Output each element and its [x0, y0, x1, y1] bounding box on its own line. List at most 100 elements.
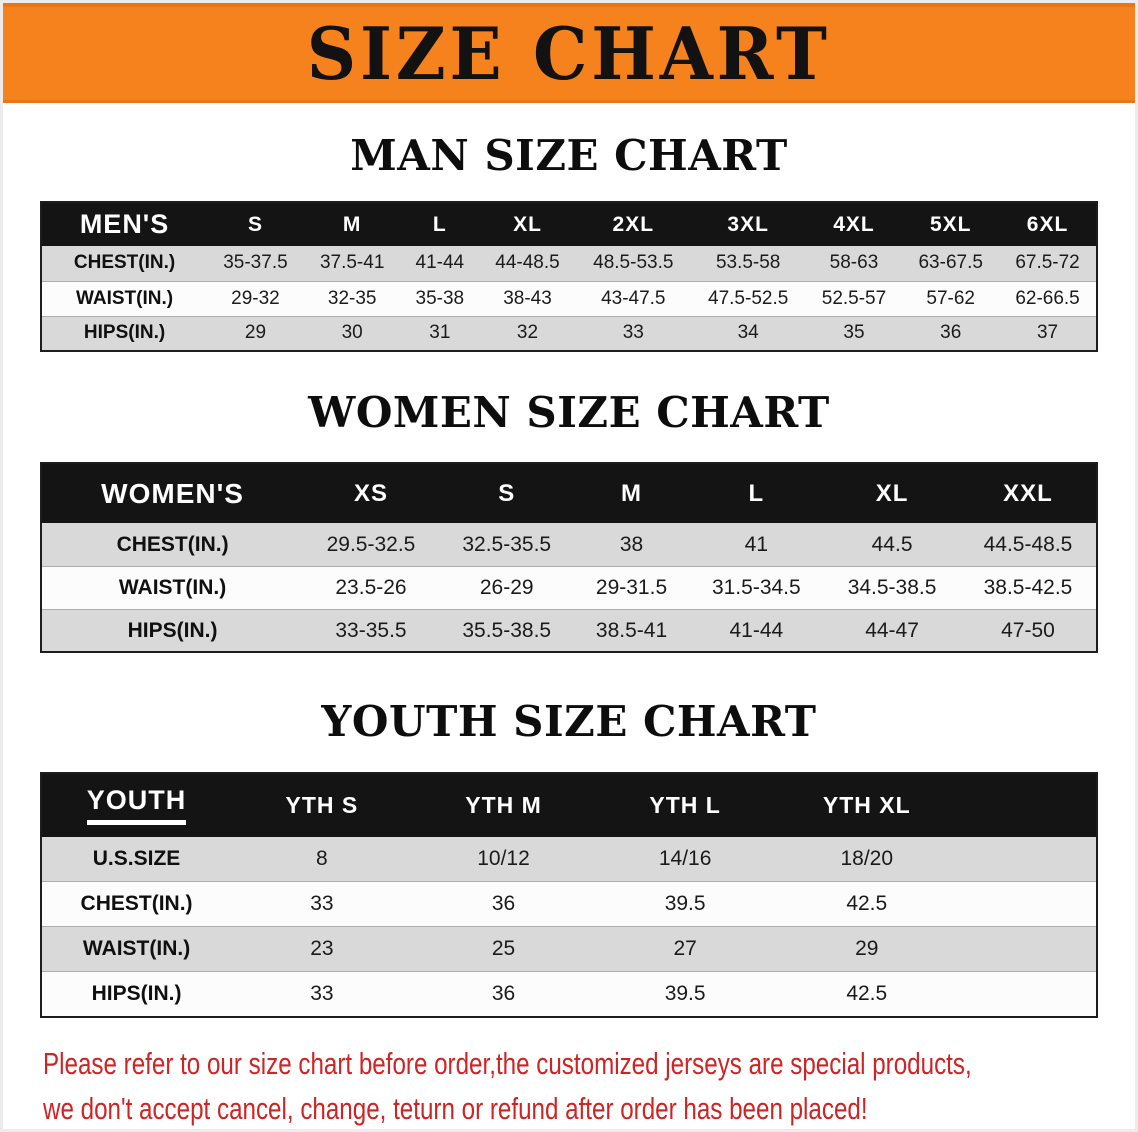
value-cell: 41-44	[415, 252, 465, 274]
youth-size-table: YOUTH YTH S YTH M YTH L YTH XL U.S.SIZE 8 10/12…	[40, 771, 1098, 1018]
value-cell: 37.5-41	[319, 252, 385, 274]
table-header-row: MEN'S S M L XL 2XL 3XL 4XL 5XL 6XL	[41, 202, 1097, 247]
row-label: WAIST(IN.)	[75, 287, 174, 309]
value-cell: 33	[622, 322, 644, 344]
disclaimer-line-1: Please refer to our size chart before or…	[43, 1045, 972, 1081]
size-column-header: M	[621, 479, 643, 507]
value-cell: 18/20	[840, 846, 894, 870]
table-row: WAIST(IN.) 23 25 27 29	[41, 926, 1097, 972]
value-cell: 38-43	[503, 287, 552, 309]
value-cell: 36	[940, 322, 962, 344]
men-size-table: MEN'S S M L XL 2XL 3XL 4XL 5XL 6XL CHEST(IN.) 35-37…	[40, 201, 1098, 353]
table-row: WAIST(IN.) 29-32 32-35 35-38 38-43 43-47.5 47.…	[41, 281, 1097, 317]
size-column-header: 3XL	[727, 212, 769, 236]
table-title: MEN'S	[41, 202, 207, 246]
row-label: CHEST(IN.)	[80, 892, 193, 916]
value-cell: 44-48.5	[495, 252, 560, 274]
value-cell: 34	[737, 322, 759, 344]
table-row: HIPS(IN.) 33 36 39.5 42.5	[41, 971, 1097, 1017]
size-column-header: 2XL	[612, 212, 655, 236]
row-label: WAIST(IN.)	[118, 575, 227, 599]
youth-table-holder: YOUTH YTH S YTH M YTH L YTH XL U.S.SIZE 8 10/12…	[40, 771, 1098, 1018]
youth-section-heading: YOUTH SIZE CHART	[321, 697, 817, 747]
disclaimer-line-2: we don't accept cancel, change, teturn o…	[43, 1090, 868, 1126]
value-cell: 34.5-38.5	[847, 575, 937, 599]
table-row: CHEST(IN.) 35-37.5 37.5-41 41-44 44-48.5 48.5…	[41, 246, 1097, 282]
value-cell: 42.5	[846, 981, 888, 1005]
value-cell: 27	[673, 937, 697, 961]
value-cell: 47-50	[1001, 618, 1055, 642]
value-cell: 44.5-48.5	[983, 532, 1073, 556]
size-column-header: YTH S	[285, 791, 359, 818]
value-cell: 39.5	[664, 892, 706, 916]
size-column-header: L	[432, 212, 447, 236]
row-label: CHEST(IN.)	[116, 532, 229, 556]
value-cell: 37	[1036, 322, 1059, 344]
value-cell: 57-62	[926, 287, 976, 309]
value-cell: 47.5-52.5	[708, 287, 789, 309]
men-section-heading: MAN SIZE CHART	[350, 131, 788, 180]
value-cell: 33-35.5	[335, 618, 407, 642]
value-cell: 29-31.5	[595, 575, 668, 599]
value-cell: 67.5-72	[1015, 252, 1080, 274]
size-column-header: L	[748, 479, 765, 507]
value-cell: 25	[491, 937, 516, 961]
value-cell: 36	[491, 892, 516, 916]
value-cell: 38.5-42.5	[983, 575, 1073, 599]
spacer-cell	[958, 972, 1097, 1017]
size-column-header: YTH M	[465, 791, 542, 818]
table-header-row: YOUTH YTH S YTH M YTH L YTH XL	[41, 772, 1097, 837]
spacer-cell	[958, 927, 1097, 972]
size-column-header: XS	[353, 479, 388, 507]
value-cell: 32	[516, 322, 539, 344]
size-column-header: 4XL	[833, 212, 875, 236]
value-cell: 52.5-57	[821, 287, 887, 309]
size-column-header: 6XL	[1026, 212, 1069, 236]
value-cell: 8	[316, 846, 328, 870]
size-column-header: XXL	[1003, 479, 1053, 507]
row-label: HIPS(IN.)	[127, 618, 218, 642]
size-column-header: S	[247, 212, 263, 236]
disclaimer-note: Please refer to our size chart before or…	[43, 1042, 1135, 1129]
value-cell: 32-35	[327, 287, 377, 309]
value-cell: 38	[619, 532, 644, 556]
row-label: HIPS(IN.)	[83, 322, 166, 344]
table-row: CHEST(IN.) 33 36 39.5 42.5	[41, 881, 1097, 927]
value-cell: 58-63	[829, 252, 879, 274]
size-chart-banner: SIZE CHART	[3, 3, 1135, 103]
table-row: HIPS(IN.) 33-35.5 35.5-38.5 38.5-41 41-44 44-…	[41, 609, 1097, 653]
women-table-holder: WOMEN'S XS S M L XL XXL CHEST(IN.) 29.5-32.5 32.5…	[40, 462, 1098, 654]
value-cell: 35-38	[415, 287, 465, 309]
value-cell: 44-47	[865, 618, 919, 642]
size-column-header: YTH L	[649, 791, 721, 818]
value-cell: 33	[310, 892, 334, 916]
value-cell: 53.5-58	[715, 252, 781, 274]
value-cell: 35-37.5	[223, 252, 288, 274]
value-cell: 31	[429, 322, 451, 344]
value-cell: 48.5-53.5	[593, 252, 674, 274]
table-header-row: WOMEN'S XS S M L XL XXL	[41, 463, 1097, 524]
value-cell: 32.5-35.5	[462, 532, 552, 556]
value-cell: 30	[341, 322, 363, 344]
value-cell: 10/12	[477, 846, 530, 870]
value-cell: 43-47.5	[601, 287, 666, 309]
value-cell: 36	[491, 981, 516, 1005]
size-chart-title: SIZE CHART	[307, 10, 831, 96]
value-cell: 29.5-32.5	[326, 532, 416, 556]
table-row: U.S.SIZE 8 10/12 14/16 18/20	[41, 836, 1097, 882]
value-cell: 29	[244, 322, 267, 344]
value-cell: 41	[744, 532, 769, 556]
value-cell: 42.5	[846, 892, 888, 916]
women-section-heading: WOMEN SIZE CHART	[308, 388, 830, 438]
value-cell: 63-67.5	[918, 252, 983, 274]
value-cell: 29	[855, 937, 879, 961]
row-label: WAIST(IN.)	[82, 937, 191, 961]
value-cell: 38.5-41	[595, 618, 668, 642]
table-title-text: WOMEN'S	[101, 477, 244, 509]
spacer-cell	[958, 837, 1097, 882]
table-title: YOUTH	[41, 773, 231, 837]
value-cell: 23	[310, 937, 334, 961]
value-cell: 62-66.5	[1015, 287, 1080, 309]
size-column-header: YTH XL	[822, 791, 911, 818]
